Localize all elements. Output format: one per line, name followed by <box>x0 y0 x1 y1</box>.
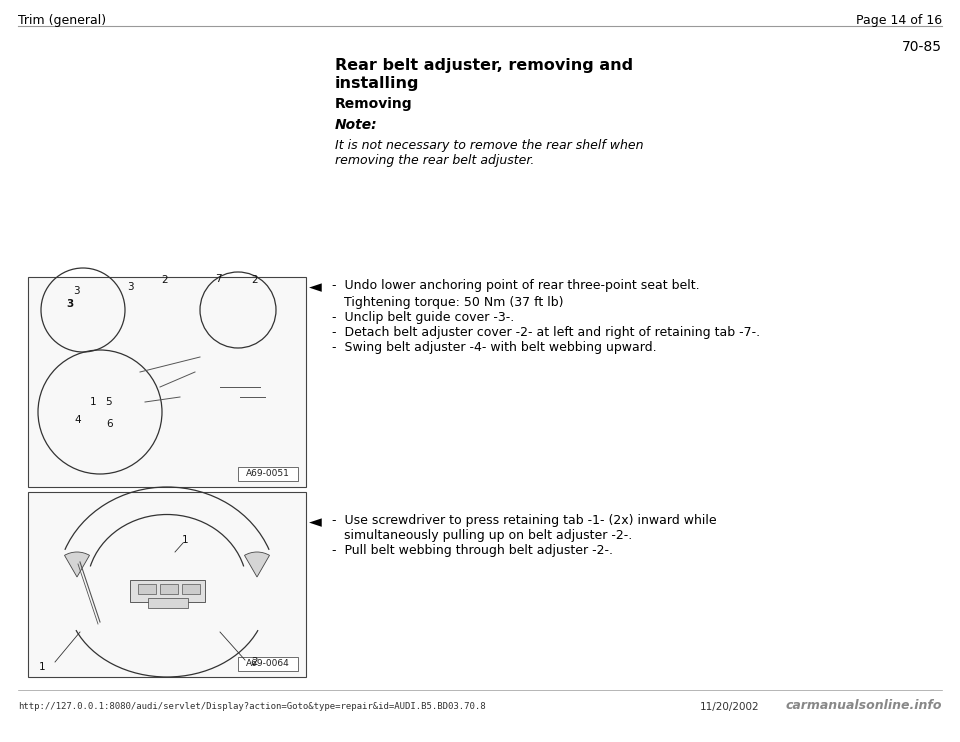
Text: 11/20/2002: 11/20/2002 <box>700 702 759 712</box>
Text: ◄: ◄ <box>308 513 322 531</box>
Text: ◄: ◄ <box>308 278 322 296</box>
Text: Page 14 of 16: Page 14 of 16 <box>856 14 942 27</box>
Bar <box>182 584 200 594</box>
Text: 2: 2 <box>252 275 258 285</box>
Text: A69-0064: A69-0064 <box>246 660 290 669</box>
Text: simultaneously pulling up on belt adjuster -2-.: simultaneously pulling up on belt adjust… <box>332 529 633 542</box>
Text: 5: 5 <box>105 397 111 407</box>
Bar <box>160 584 178 594</box>
Text: 6: 6 <box>107 419 113 429</box>
Text: -  Pull belt webbing through belt adjuster -2-.: - Pull belt webbing through belt adjuste… <box>332 544 613 557</box>
Text: 1: 1 <box>89 397 96 407</box>
Text: -  Unclip belt guide cover -3-.: - Unclip belt guide cover -3-. <box>332 311 515 324</box>
Bar <box>130 580 205 602</box>
Text: removing the rear belt adjuster.: removing the rear belt adjuster. <box>335 154 535 167</box>
Text: Rear belt adjuster, removing and: Rear belt adjuster, removing and <box>335 58 634 73</box>
Bar <box>28 492 306 677</box>
Bar <box>238 657 298 671</box>
Bar <box>148 598 188 608</box>
Text: 3: 3 <box>127 282 133 292</box>
Text: 70-85: 70-85 <box>902 40 942 54</box>
Text: Note:: Note: <box>335 118 377 132</box>
Bar <box>28 277 306 487</box>
Text: 1: 1 <box>181 535 188 545</box>
Text: 2: 2 <box>252 657 258 667</box>
Text: carmanualsonline.info: carmanualsonline.info <box>785 699 942 712</box>
Text: 4: 4 <box>75 415 82 425</box>
Text: -  Use screwdriver to press retaining tab -1- (2x) inward while: - Use screwdriver to press retaining tab… <box>332 514 716 527</box>
Text: 1: 1 <box>38 662 45 672</box>
Bar <box>138 584 156 594</box>
Text: 3: 3 <box>73 286 80 296</box>
Text: -  Swing belt adjuster -4- with belt webbing upward.: - Swing belt adjuster -4- with belt webb… <box>332 341 657 354</box>
Text: installing: installing <box>335 76 420 91</box>
Text: A69-0051: A69-0051 <box>246 470 290 479</box>
Text: 3: 3 <box>66 299 74 309</box>
Text: Trim (general): Trim (general) <box>18 14 107 27</box>
Text: 7: 7 <box>215 274 222 284</box>
Wedge shape <box>64 552 89 577</box>
Text: 2: 2 <box>161 275 168 285</box>
Bar <box>238 467 298 481</box>
Wedge shape <box>245 552 270 577</box>
Text: -  Detach belt adjuster cover -2- at left and right of retaining tab -7-.: - Detach belt adjuster cover -2- at left… <box>332 326 760 339</box>
Text: http://127.0.0.1:8080/audi/servlet/Display?action=Goto&type=repair&id=AUDI.B5.BD: http://127.0.0.1:8080/audi/servlet/Displ… <box>18 702 486 711</box>
Text: Tightening torque: 50 Nm (37 ft lb): Tightening torque: 50 Nm (37 ft lb) <box>332 296 564 309</box>
Text: -  Undo lower anchoring point of rear three-point seat belt.: - Undo lower anchoring point of rear thr… <box>332 279 700 292</box>
Text: Removing: Removing <box>335 97 413 111</box>
Text: It is not necessary to remove the rear shelf when: It is not necessary to remove the rear s… <box>335 139 643 152</box>
